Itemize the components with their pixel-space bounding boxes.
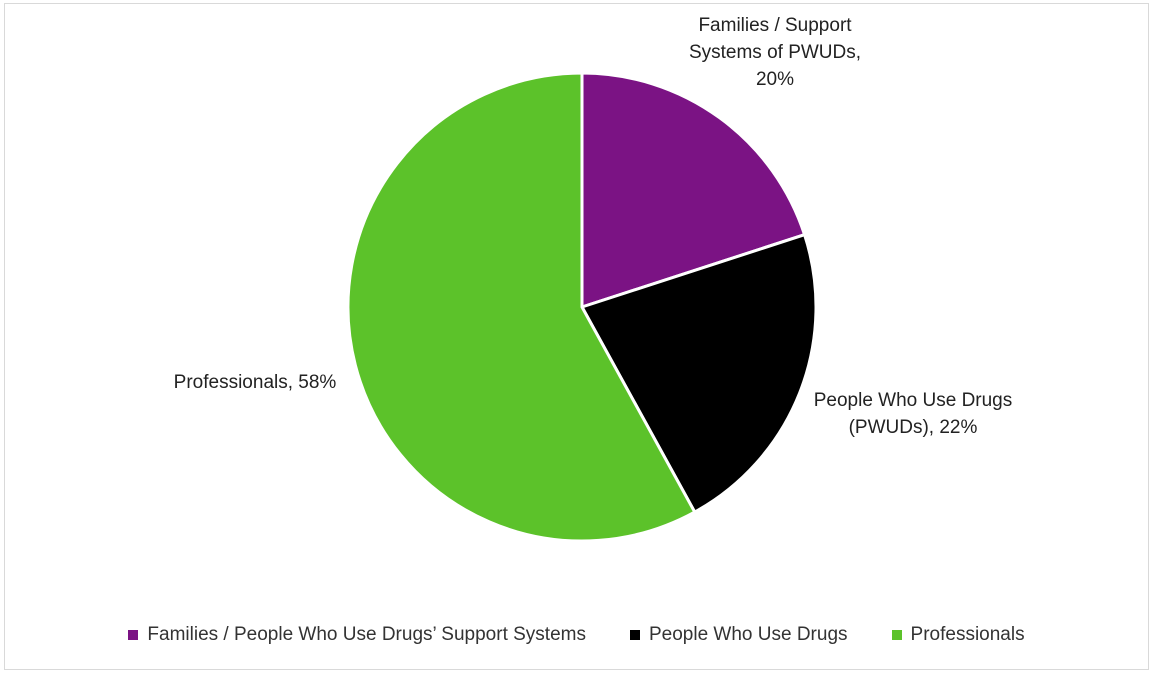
legend-swatch-professionals: [891, 630, 902, 640]
legend-label-pwud: People Who Use Drugs: [648, 624, 848, 645]
legend-swatch-families: [128, 630, 139, 640]
pie-slice-pwud: [579, 232, 818, 515]
legend-label-families: Families / People Who Use Drugs’ Support…: [147, 624, 586, 645]
legend-swatch-pwud: [629, 630, 640, 640]
pie-chart: Families / Support Systems of PWUDs, 20% Pe…: [174, 15, 1013, 543]
pie-slices: [346, 71, 818, 543]
slice-labels: Families / Support Systems of PWUDs, 20% Pe…: [174, 15, 1013, 438]
slice-label-pwud: People Who Use Drugs (PWUDs), 22%: [814, 390, 1013, 438]
pie-slice-families: [580, 71, 807, 310]
slice-label-families: Families / Support Systems of PWUDs, 20%: [689, 15, 861, 90]
chart-area: Families / Support Systems of PWUDs, 20% Pe…: [4, 3, 1149, 670]
slice-label-professionals: Professionals, 58%: [174, 372, 337, 393]
legend-item-pwud: People Who Use Drugs: [629, 624, 848, 646]
legend-item-professionals: Professionals: [891, 624, 1025, 646]
legend-label-professionals: Professionals: [910, 624, 1025, 645]
legend-item-families: Families / People Who Use Drugs’ Support…: [128, 624, 586, 646]
pie-slice-professionals: [346, 71, 697, 543]
legend: Families / People Who Use Drugs’ Support…: [5, 624, 1148, 646]
